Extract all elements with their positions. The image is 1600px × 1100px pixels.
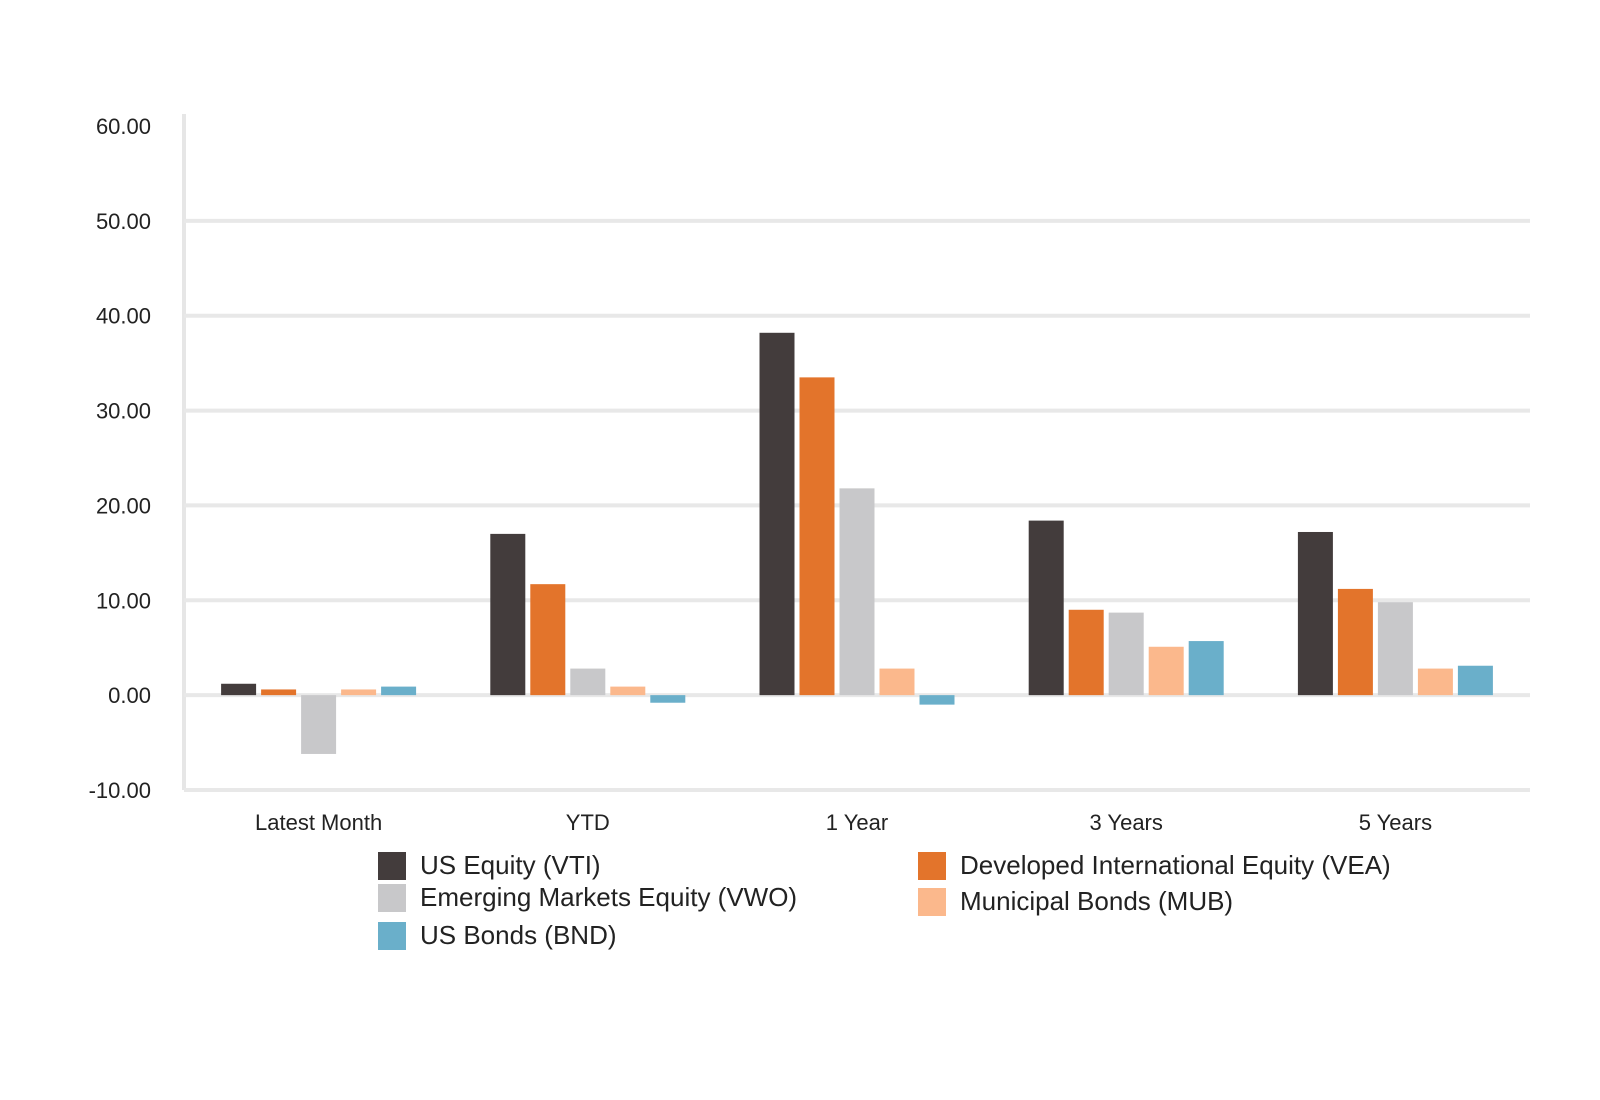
y-tick-label: -10.00 <box>89 778 151 803</box>
y-tick-label: 30.00 <box>96 399 151 424</box>
x-category-label: 1 Year <box>826 810 888 835</box>
bar <box>221 683 257 696</box>
y-tick-label: 0.00 <box>108 683 151 708</box>
bar <box>1108 612 1144 696</box>
bar <box>570 668 606 696</box>
x-category-label: 5 Years <box>1359 810 1432 835</box>
bar <box>530 584 566 696</box>
y-axis-ticks: 60.00 50.00 40.00 30.00 20.00 10.00 0.00 -10.00 <box>89 114 151 803</box>
bars <box>221 332 1493 754</box>
x-category-label: YTD <box>566 810 610 835</box>
bar <box>610 686 646 696</box>
y-tick-label: 50.00 <box>96 209 151 234</box>
bar <box>490 533 526 696</box>
bar <box>341 689 377 696</box>
bar <box>919 695 955 705</box>
y-tick-label: 60.00 <box>96 114 151 139</box>
bar <box>759 332 795 696</box>
y-tick-label: 40.00 <box>96 304 151 329</box>
bar <box>301 695 337 754</box>
bar <box>799 377 835 696</box>
bar <box>839 488 875 696</box>
bar <box>879 668 915 696</box>
bar <box>1457 665 1493 696</box>
bar <box>1028 520 1064 696</box>
bar <box>1417 668 1453 696</box>
bar <box>650 695 686 703</box>
x-category-label: 3 Years <box>1089 810 1162 835</box>
x-category-label: Latest Month <box>255 810 382 835</box>
y-tick-label: 20.00 <box>96 493 151 518</box>
bar <box>1297 531 1333 696</box>
bar <box>381 686 417 696</box>
bar <box>1148 646 1184 696</box>
bar <box>1068 609 1104 696</box>
bar <box>261 689 297 696</box>
bar <box>1188 641 1224 696</box>
bar <box>1337 588 1373 696</box>
x-axis-categories: Latest Month YTD 1 Year 3 Years 5 Years <box>255 810 1432 835</box>
bar <box>1377 602 1413 696</box>
y-tick-label: 10.00 <box>96 588 151 613</box>
